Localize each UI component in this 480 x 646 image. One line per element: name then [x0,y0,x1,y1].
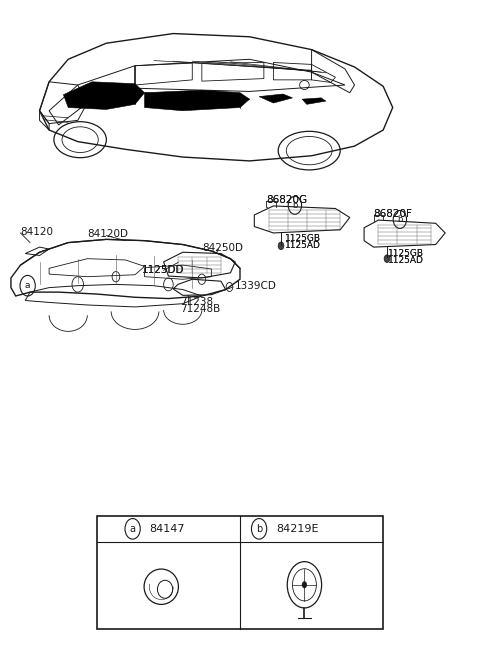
Text: 86820G: 86820G [266,194,307,205]
Text: 1125GB: 1125GB [388,249,424,258]
Text: 1125GB: 1125GB [285,234,321,243]
Text: 84219E: 84219E [276,524,318,534]
Text: 1125AD: 1125AD [285,241,321,249]
Text: b: b [397,215,403,224]
Text: 71238: 71238 [180,297,214,307]
Text: a: a [25,281,30,290]
Circle shape [278,242,284,249]
Text: 1125AD: 1125AD [388,256,424,265]
Polygon shape [63,82,144,109]
Text: 84250D: 84250D [202,243,243,253]
Text: 84147: 84147 [149,524,185,534]
Text: 86820G: 86820G [266,194,307,205]
Text: b: b [292,201,298,210]
Text: b: b [256,524,262,534]
Text: 1125AD: 1125AD [388,256,424,265]
Text: 84120D: 84120D [87,229,128,239]
Polygon shape [144,90,250,110]
Text: 71248B: 71248B [180,304,221,315]
Text: 84120: 84120 [21,227,53,236]
Circle shape [302,581,307,588]
Text: 1125GB: 1125GB [388,249,424,258]
Text: 1339CD: 1339CD [235,281,277,291]
Polygon shape [302,98,326,104]
Text: 1125AD: 1125AD [285,241,321,249]
Polygon shape [259,94,292,103]
Text: 1125DD: 1125DD [142,266,185,275]
Text: a: a [130,524,136,534]
Text: 86820F: 86820F [373,209,412,218]
Circle shape [384,255,390,262]
Bar [97,516,383,629]
Text: 1125DD: 1125DD [142,266,185,275]
Text: 1125GB: 1125GB [285,234,321,243]
Text: 86820F: 86820F [373,209,412,218]
